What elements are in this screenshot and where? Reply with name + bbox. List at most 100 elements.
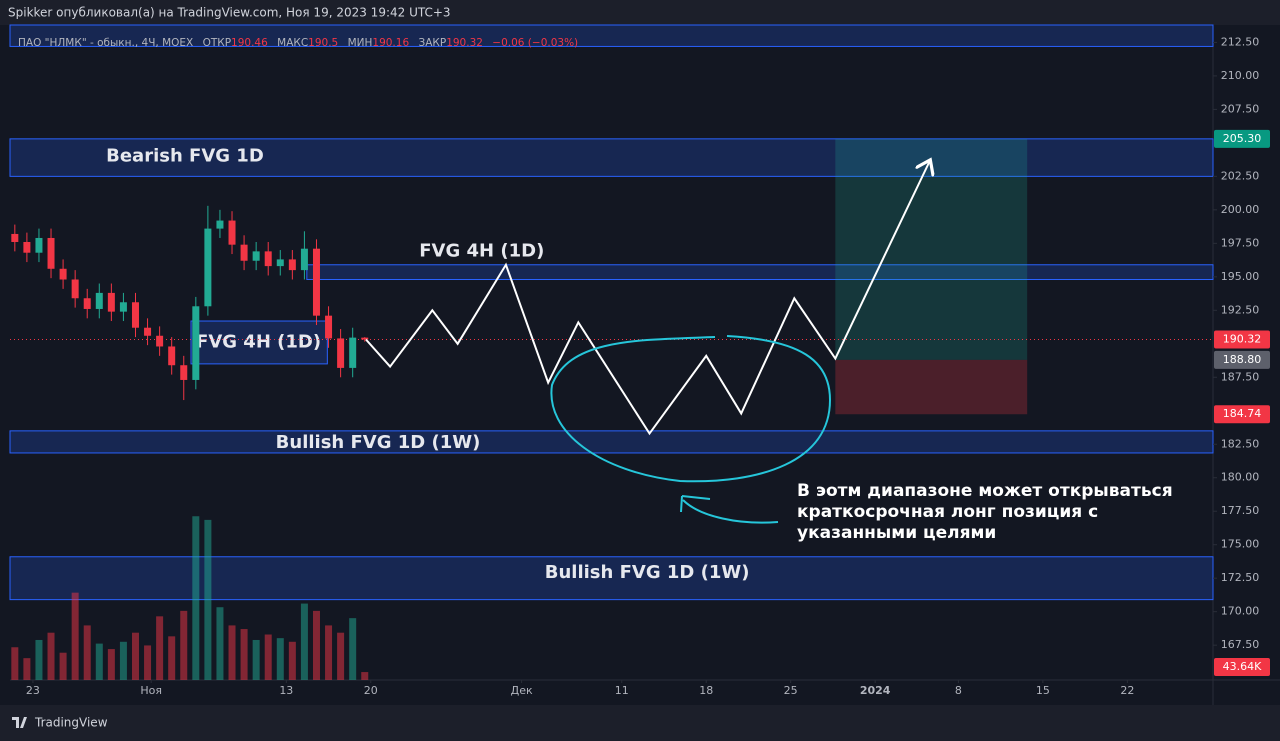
y-tick-label: 192.50 [1221, 303, 1260, 316]
volume-bar [59, 652, 67, 680]
candle-body [71, 279, 79, 299]
candle-body [23, 241, 31, 253]
price-label-bg [1214, 405, 1270, 424]
x-tick-label: 8 [955, 684, 962, 697]
volume-bar [349, 618, 357, 680]
candle-body [156, 335, 164, 347]
candle-body [349, 337, 357, 368]
footer-bar [0, 705, 1280, 741]
candle-body [11, 233, 19, 242]
x-tick-label: 13 [279, 684, 293, 697]
header-bar [0, 0, 1280, 25]
volume-bar [180, 610, 188, 680]
volume-bar [144, 645, 152, 680]
y-tick-label: 180.00 [1221, 471, 1260, 484]
zone [9, 430, 1214, 454]
candle-body [288, 259, 296, 271]
legend-value: 190.46 [231, 37, 268, 49]
volume-bar [47, 632, 55, 680]
zone-label: Bullish FVG 1D (1W) [545, 562, 750, 583]
candle-body [216, 220, 224, 229]
candle-body [361, 337, 369, 340]
symbol: ПАО "НЛМК" - обыкн., 4Ч, MOEX [18, 37, 193, 49]
x-tick-label: 2024 [860, 684, 891, 697]
candle-body [83, 298, 91, 309]
legend-label: МАКС [277, 37, 308, 49]
x-tick-label: 23 [26, 684, 40, 697]
candle-body [119, 302, 127, 312]
legend-label: ОТКР [203, 37, 231, 49]
y-tick-label: 202.50 [1221, 169, 1260, 182]
candle-body [276, 259, 284, 267]
candle-body [337, 338, 345, 368]
annotation-line: В эотм диапазоне может открываться [797, 481, 1173, 501]
volume-bar [216, 607, 224, 680]
price-label: 205.30 [1223, 132, 1262, 145]
volume-bar [337, 632, 345, 680]
zone [9, 138, 1214, 177]
candle-body [228, 220, 236, 245]
volume-bar [204, 519, 212, 680]
hand-circle [550, 335, 832, 483]
zone [9, 24, 1214, 47]
y-tick-label: 187.50 [1221, 370, 1260, 383]
y-tick-label: 175.00 [1221, 538, 1260, 551]
volume-bar [83, 625, 91, 680]
volume-label: 43.64K [1223, 660, 1262, 673]
x-tick-label: Дек [511, 684, 533, 697]
volume-bar [11, 647, 19, 680]
y-tick-label: 170.00 [1221, 605, 1260, 618]
volume-label-bg [1214, 658, 1270, 676]
candle-body [312, 248, 320, 316]
volume-bar [264, 634, 272, 680]
candle-body [168, 346, 176, 366]
candle-body [144, 327, 152, 336]
x-tick-label: 18 [699, 684, 713, 697]
x-tick-label: 15 [1036, 684, 1050, 697]
y-tick-label: 197.50 [1221, 236, 1260, 249]
legend-value: 190.5 [308, 37, 338, 49]
candle-body [107, 292, 115, 312]
volume-bar [276, 638, 284, 680]
volume-bar [95, 643, 103, 680]
candle-body [300, 248, 308, 271]
candle-body [35, 237, 43, 253]
price-label-bg [1214, 129, 1270, 148]
price-label: 190.32 [1223, 333, 1262, 346]
volume-bar [131, 632, 139, 680]
position-profit [835, 138, 1028, 360]
annotation-line: краткосрочная лонг позиция с [797, 502, 1098, 522]
annotation: В эотм диапазоне может открываться кратк… [797, 481, 1179, 543]
legend-value: 190.32 [446, 37, 483, 49]
price-label: 188.80 [1223, 353, 1262, 366]
legend-label: ЗАКР [418, 37, 446, 49]
plot: Bearish FVG 1D FVG 4H (1D) FVG 4H (1D) Bull… [9, 24, 1214, 680]
legend-label: МИН [348, 37, 373, 49]
candle-body [47, 237, 55, 269]
projection-path [365, 162, 929, 436]
legend-change: −0.06 (−0.03%) [492, 37, 578, 49]
volume-bar [240, 629, 248, 680]
candle-body [325, 315, 333, 339]
volume-bar [107, 649, 115, 680]
zone-label: Bearish FVG 1D [106, 145, 264, 166]
price-label: 184.74 [1223, 407, 1262, 420]
y-tick-label: 195.00 [1221, 270, 1260, 283]
annotation-line: указанными целями [797, 523, 996, 543]
y-tick-label: 172.50 [1221, 571, 1260, 584]
volume-bar [228, 625, 236, 680]
publisher: Spikker опубликовал(а) на TradingView.co… [8, 6, 451, 20]
x-tick-label: 20 [364, 684, 378, 697]
zone [306, 264, 1214, 280]
hand-arrow [680, 495, 779, 524]
position-loss [835, 359, 1028, 415]
y-tick-label: 212.50 [1221, 35, 1260, 48]
price-label-bg [1214, 330, 1270, 349]
candle-body [95, 292, 103, 309]
zone-label: FVG 4H (1D) [196, 331, 321, 352]
x-tick-label: Ноя [140, 684, 162, 697]
volume-bar [168, 636, 176, 680]
volume-bar [288, 641, 296, 680]
